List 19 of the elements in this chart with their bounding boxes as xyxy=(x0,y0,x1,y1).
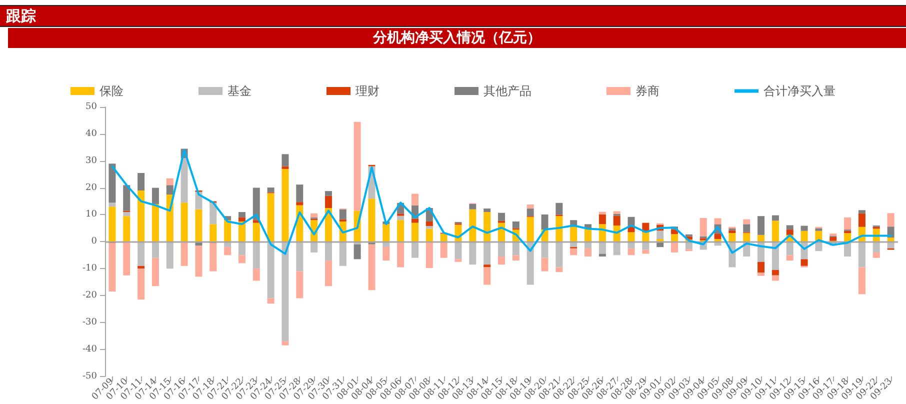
legend-label: 券商 xyxy=(636,84,660,98)
chart-title: 分机构净买入情况（亿元） xyxy=(8,28,906,48)
y-tick-label: 50 xyxy=(86,102,98,112)
y-tick-label: 0 xyxy=(91,236,98,247)
legend-label: 合计净买入量 xyxy=(764,84,836,98)
y-tick-label: 40 xyxy=(86,128,98,139)
y-tick-label: 20 xyxy=(86,182,98,193)
y-tick-label: 10 xyxy=(86,210,98,220)
legend-label: 基金 xyxy=(228,84,252,98)
y-tick-label: -20 xyxy=(82,290,98,301)
legend-label: 其他产品 xyxy=(484,84,532,98)
y-tick-label: -50 xyxy=(82,371,98,382)
y-tick-label: -10 xyxy=(82,264,98,274)
legend-label: 理财 xyxy=(356,84,380,98)
y-tick-label: 30 xyxy=(86,156,98,166)
y-tick-label: -30 xyxy=(82,317,98,328)
text: 跟踪 xyxy=(6,7,36,26)
y-tick-label: -40 xyxy=(82,344,98,354)
legend-label: 保险 xyxy=(100,84,124,98)
